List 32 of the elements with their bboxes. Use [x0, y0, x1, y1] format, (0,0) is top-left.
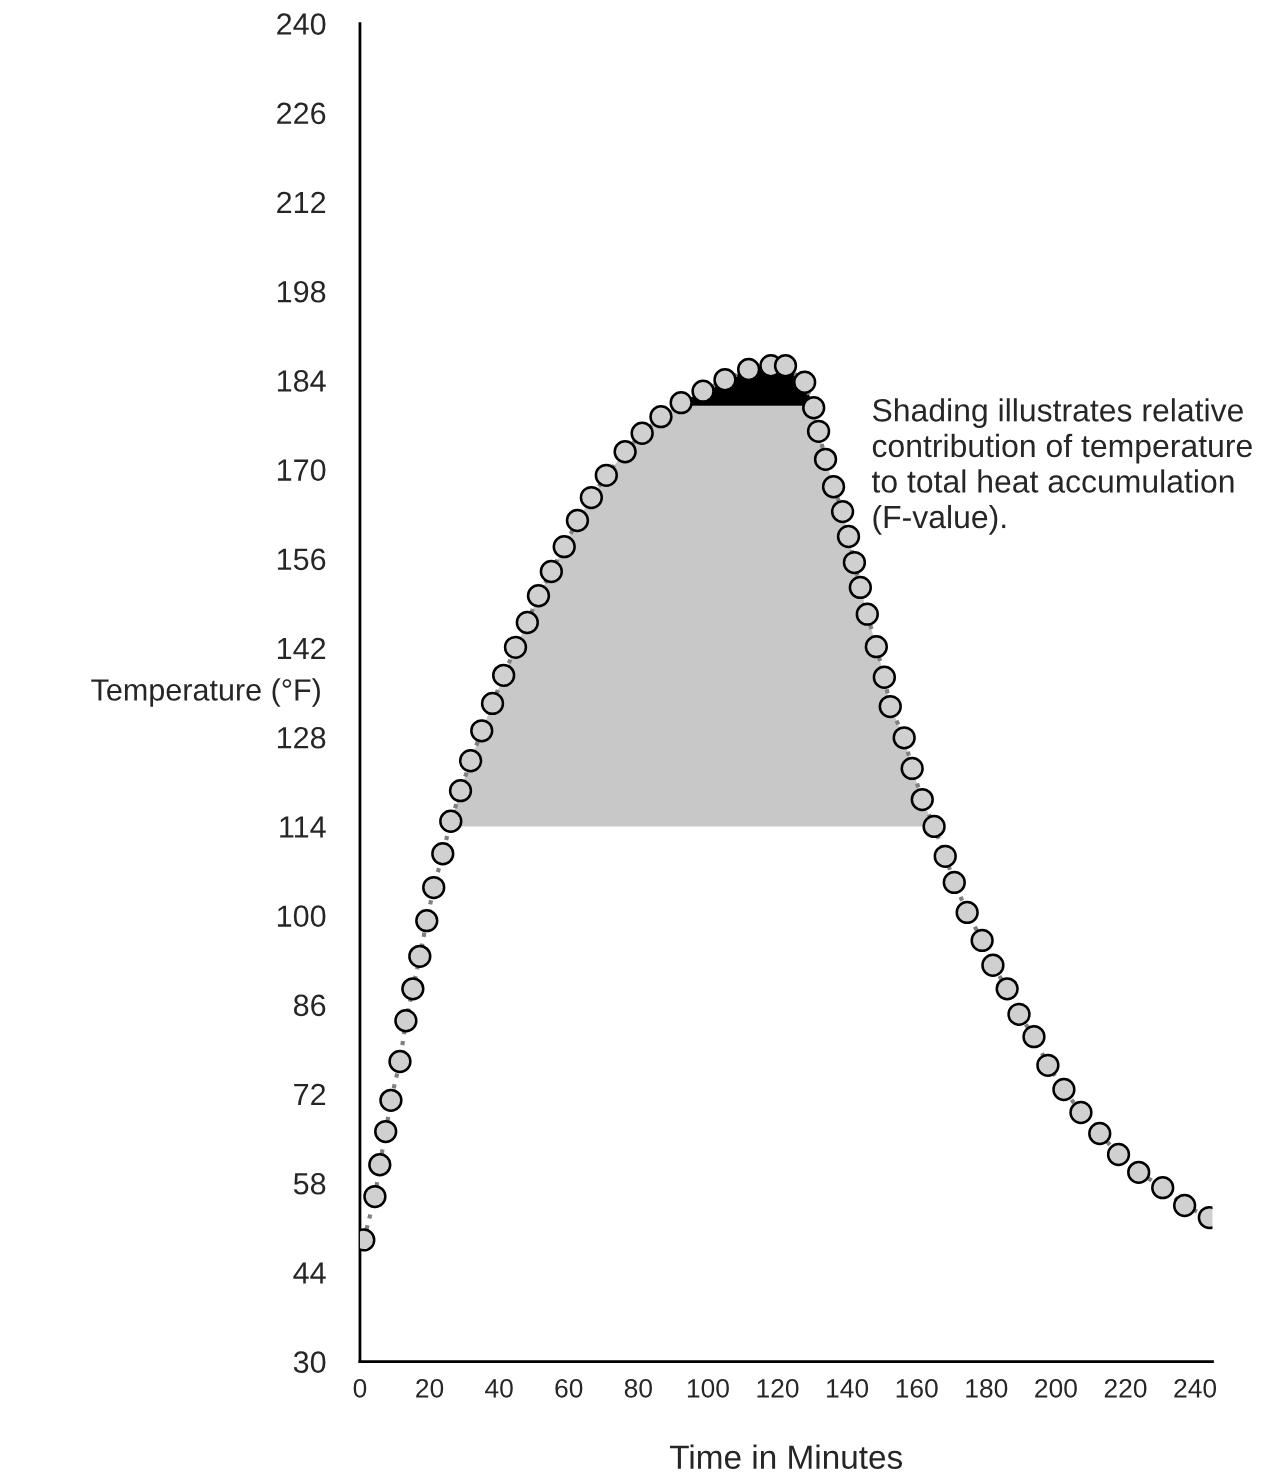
x-tick-label: 80	[624, 1378, 652, 1398]
y-tick-label: 72	[294, 1083, 326, 1106]
y-tick-label: 100	[277, 905, 326, 927]
y-tick-label: 114	[280, 816, 326, 838]
x-tick-label: 220	[1104, 1378, 1147, 1398]
x-tick-label: 200	[1035, 1378, 1077, 1398]
y-tick-label: 198	[277, 280, 326, 303]
x-tick-label: 40	[485, 1378, 513, 1398]
y-tick-label: 212	[277, 191, 326, 214]
x-axis-title: Time in Minutes	[669, 1444, 903, 1470]
x-tick-label: 180	[966, 1378, 1008, 1398]
annotation: Shading illustrates relative contribution of temperature to total heat accumulation (F-value).	[871, 398, 1252, 535]
x-tick-label: 0	[353, 1378, 367, 1398]
y-tick-label: 58	[293, 1172, 326, 1195]
y-tick-label: 156	[277, 548, 326, 571]
x-tick-label: 140	[827, 1378, 869, 1398]
x-tick-label: 240	[1174, 1378, 1217, 1398]
y-tick-label: 170	[277, 459, 326, 481]
y-tick-label: 142	[277, 637, 326, 660]
y-tick-label: 184	[277, 370, 326, 392]
x-tick-label: 160	[896, 1378, 938, 1398]
x-tick-label: 20	[416, 1378, 444, 1398]
x-tick-label: 120	[757, 1378, 799, 1398]
y-tick-label: 240	[277, 13, 326, 35]
y-axis-title: Temperature (°F)	[91, 678, 320, 707]
y-tick-label: 128	[277, 726, 326, 749]
y-tick-label: 30	[293, 1351, 326, 1373]
y-tick-label: 226	[277, 102, 326, 125]
x-tick-label: 100	[687, 1378, 729, 1398]
x-tick-label: 60	[555, 1378, 583, 1398]
y-tick-label: 44	[293, 1262, 326, 1284]
y-tick-label: 86	[293, 994, 326, 1017]
